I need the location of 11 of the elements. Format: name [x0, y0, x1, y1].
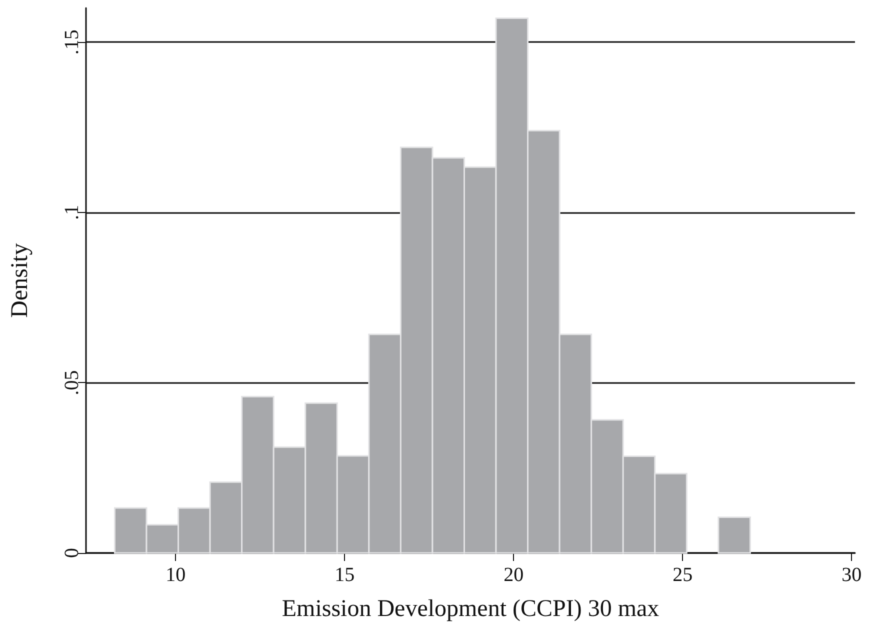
y-tick-label: 0 — [61, 548, 83, 558]
y-tick-label: .05 — [61, 370, 83, 396]
x-tick-label: 30 — [842, 564, 862, 586]
x-tick-label: 25 — [672, 564, 693, 586]
y-axis-title: Density — [7, 243, 33, 318]
y-tick-label: .15 — [61, 30, 83, 55]
x-tick-label: 15 — [334, 564, 355, 586]
x-tick-label: 10 — [166, 564, 186, 586]
x-tick-label: 20 — [504, 564, 524, 586]
x-axis-title: Emission Development (CCPI) 30 max — [282, 596, 660, 622]
y-tick-label: .1 — [61, 204, 83, 220]
